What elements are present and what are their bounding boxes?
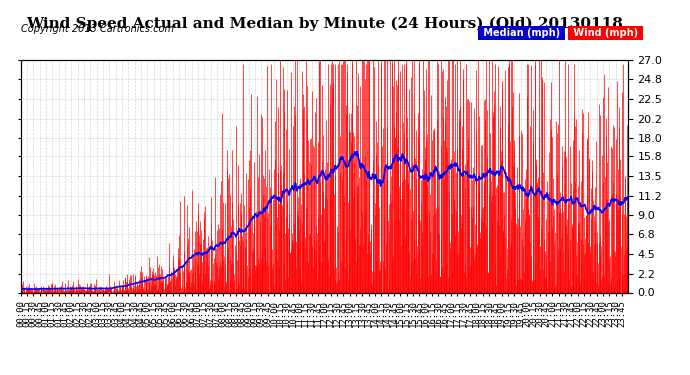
Text: Wind Speed Actual and Median by Minute (24 Hours) (Old) 20130118: Wind Speed Actual and Median by Minute (… — [26, 17, 623, 31]
Text: Median (mph): Median (mph) — [480, 28, 563, 38]
Text: Wind (mph): Wind (mph) — [570, 28, 642, 38]
Text: Copyright 2013 Cartronics.com: Copyright 2013 Cartronics.com — [21, 24, 174, 34]
